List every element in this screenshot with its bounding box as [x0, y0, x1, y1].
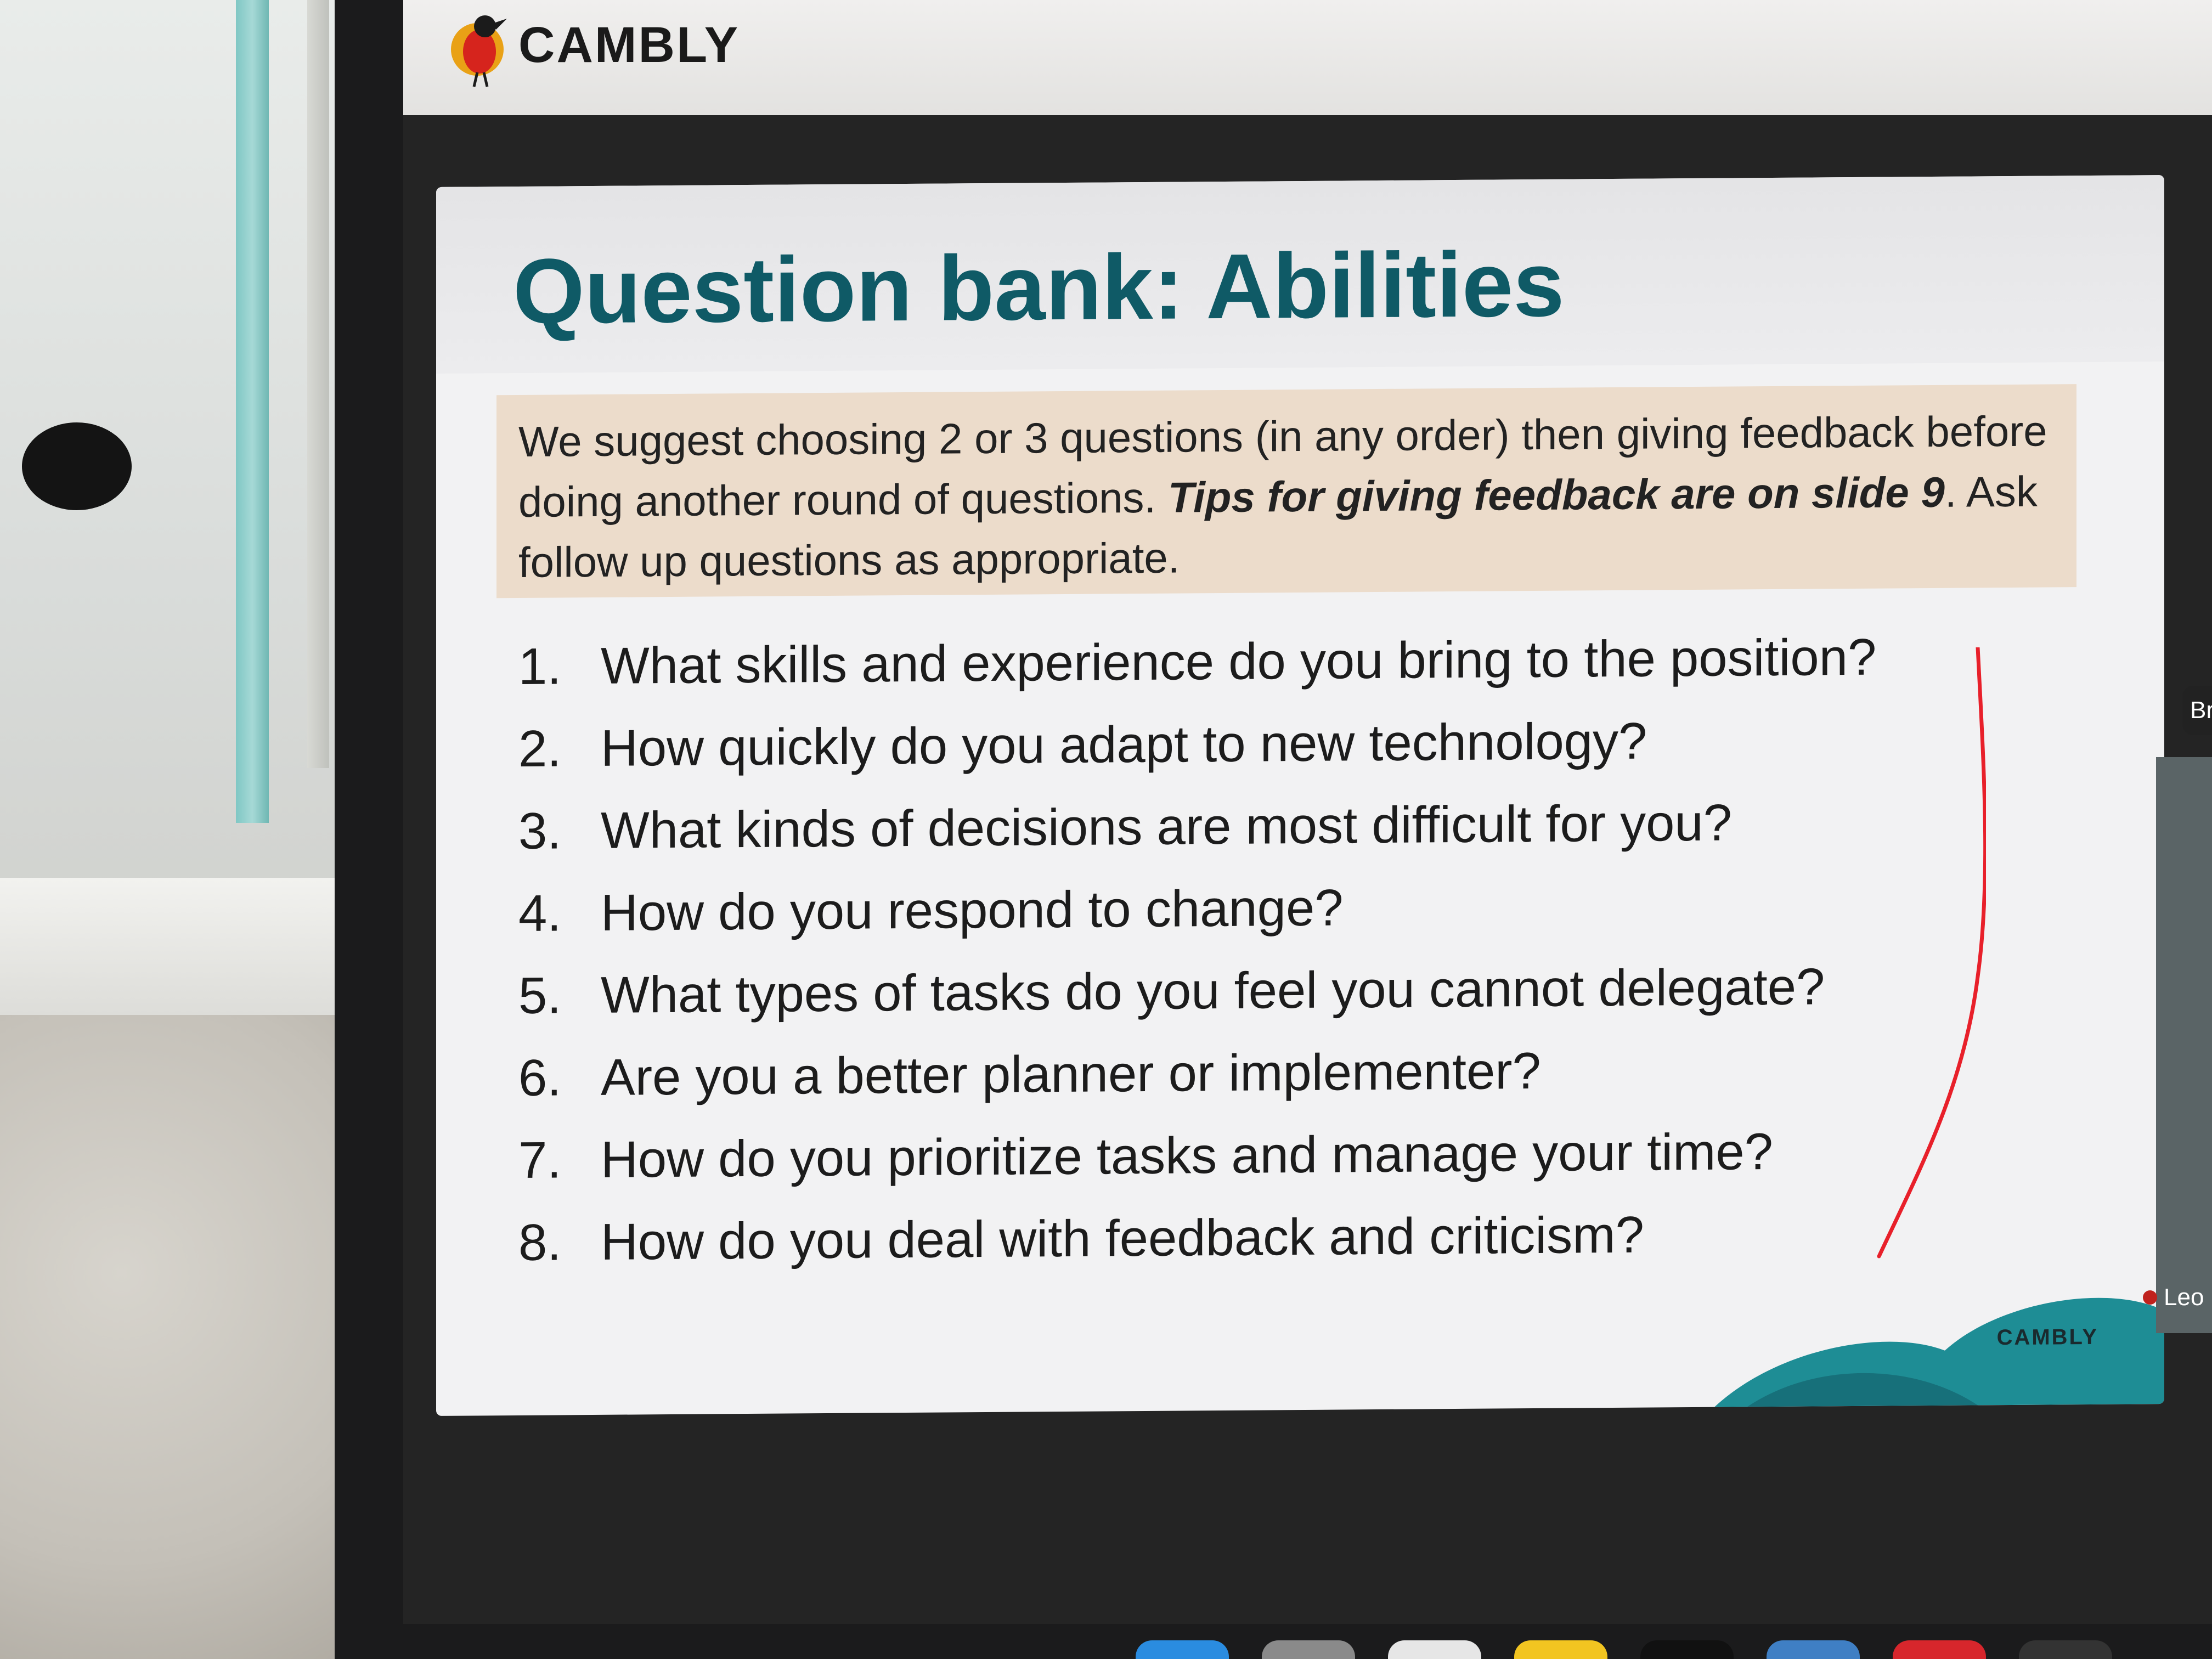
question-item: 3. What kinds of decisions are most diffi… [518, 779, 2055, 872]
instruction-box: We suggest choosing 2 or 3 questions (in… [496, 384, 2076, 599]
app-header [403, 0, 2212, 115]
footer-brand: CAMBLY [1996, 1324, 2098, 1350]
footer-wave-decoration [1714, 1297, 2164, 1407]
participant-name: Leo [2164, 1284, 2204, 1311]
question-text: How do you deal with feedback and critic… [601, 1205, 1644, 1271]
dock-app-icon[interactable] [1136, 1640, 1229, 1659]
question-item: 8. How do you deal with feedback and crit… [518, 1190, 2055, 1284]
question-number: 4. [518, 884, 562, 942]
question-text: How do you prioritize tasks and manage y… [601, 1122, 1773, 1188]
question-text: How do you respond to change? [601, 878, 1344, 941]
dock-app-icon[interactable] [1640, 1640, 1734, 1659]
participant-video[interactable] [2156, 757, 2212, 1333]
background-pole [236, 0, 269, 823]
dock-app-icon[interactable] [1893, 1640, 1986, 1659]
question-item: 7. How do you prioritize tasks and manage… [518, 1108, 2055, 1201]
app-brand: CAMBLY [518, 17, 740, 73]
question-number: 7. [518, 1131, 562, 1189]
cambly-logo-icon [451, 15, 507, 87]
dock-app-icon[interactable] [2019, 1640, 2112, 1659]
presentation-slide: Question bank: Abilities We suggest choo… [436, 175, 2164, 1416]
background-pole [307, 0, 329, 768]
question-item: 6. Are you a better planner or implemente… [518, 1026, 2055, 1119]
question-number: 2. [518, 719, 562, 777]
dock-app-icon[interactable] [1767, 1640, 1860, 1659]
question-number: 5. [518, 966, 562, 1024]
participant-label: Br [2182, 686, 2212, 735]
question-text: What skills and experience do you bring … [601, 628, 1877, 695]
dock-app-icon[interactable] [1262, 1640, 1355, 1659]
background-knob [22, 422, 132, 510]
dock-app-icon[interactable] [1388, 1640, 1481, 1659]
dock [1119, 1640, 2212, 1659]
question-text: What kinds of decisions are most difficu… [601, 793, 1732, 859]
question-text: How quickly do you adapt to new technolo… [601, 712, 1647, 777]
slide-title: Question bank: Abilities [513, 232, 1565, 343]
question-item: 1. What skills and experience do you brin… [518, 614, 2055, 708]
question-text: What types of tasks do you feel you cann… [601, 957, 1825, 1024]
mic-status-icon [2143, 1290, 2157, 1305]
question-list: 1. What skills and experience do you brin… [518, 614, 2055, 1284]
question-text: Are you a better planner or implementer? [601, 1041, 1541, 1106]
instruction-emphasis: Tips for giving feedback are on slide 9 [1167, 467, 1945, 522]
question-number: 8. [518, 1213, 562, 1271]
red-annotation-mark [1877, 647, 1986, 1259]
dock-app-icon[interactable] [1514, 1640, 1607, 1659]
question-item: 2. How quickly do you adapt to new techno… [518, 697, 2055, 790]
question-number: 1. [518, 637, 562, 695]
question-item: 4. How do you respond to change? [518, 861, 2055, 955]
question-number: 3. [518, 802, 562, 860]
question-number: 6. [518, 1048, 562, 1107]
question-item: 5. What types of tasks do you feel you ca… [518, 944, 2055, 1037]
